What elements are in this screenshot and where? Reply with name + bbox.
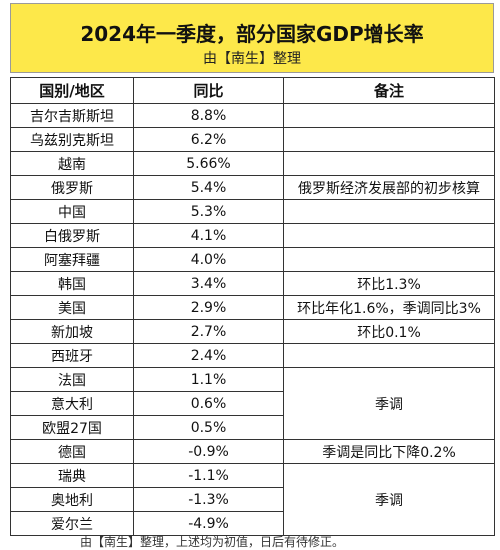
yoy-cell: -0.9% [133, 439, 284, 464]
note-cell [283, 103, 495, 128]
table-row: 韩国 3.4% 环比1.3% [10, 271, 495, 296]
yoy-cell: 2.9% [133, 295, 284, 320]
country-cell: 德国 [10, 439, 134, 464]
table-row: 白俄罗斯 4.1% [10, 223, 495, 248]
page-subtitle: 由【南生】整理 [203, 51, 301, 67]
country-cell: 意大利 [10, 391, 134, 416]
table-row: 瑞典 -1.1% 季调 [10, 463, 495, 536]
yoy-cell: 1.1% [133, 367, 284, 392]
table-row: 西班牙 2.4% [10, 343, 495, 368]
note-cell: 环比0.1% [283, 319, 495, 344]
yoy-cell: 5.4% [133, 175, 284, 200]
country-cell: 阿塞拜疆 [10, 247, 134, 272]
yoy-cell: 6.2% [133, 127, 284, 152]
country-cell: 新加坡 [10, 319, 134, 344]
footer-note: 由【南生】整理，上述均为初值，日后有待修正。 [80, 535, 345, 549]
country-cell: 越南 [10, 151, 134, 176]
note-cell [283, 199, 495, 224]
note-cell [283, 247, 495, 272]
yoy-cell: 2.4% [133, 343, 284, 368]
yoy-cell: 4.1% [133, 223, 284, 248]
note-cell-merged: 季调 [283, 463, 495, 536]
country-cell: 吉尔吉斯斯坦 [10, 103, 134, 128]
page-title: 2024年一季度，部分国家GDP增长率 [80, 22, 424, 46]
table-row: 阿塞拜疆 4.0% [10, 247, 495, 272]
note-cell-merged: 季调 [283, 367, 495, 440]
table-row: 新加坡 2.7% 环比0.1% [10, 319, 495, 344]
country-cell: 法国 [10, 367, 134, 392]
yoy-cell: -4.9% [133, 511, 284, 536]
header-note: 备注 [283, 77, 495, 104]
table-header-row: 国别/地区 同比 备注 [10, 77, 495, 104]
note-cell: 环比1.3% [283, 271, 495, 296]
table-row: 美国 2.9% 环比年化1.6%，季调同比3% [10, 295, 495, 320]
yoy-cell: 8.8% [133, 103, 284, 128]
table-row: 越南 5.66% [10, 151, 495, 176]
table-row: 乌兹别克斯坦 6.2% [10, 127, 495, 152]
table-row: 俄罗斯 5.4% 俄罗斯经济发展部的初步核算 [10, 175, 495, 200]
country-cell: 奥地利 [10, 487, 134, 512]
yoy-cell: 2.7% [133, 319, 284, 344]
table-row: 德国 -0.9% 季调是同比下降0.2% [10, 439, 495, 464]
table-row: 意大利 0.6% [10, 391, 495, 416]
country-cell: 中国 [10, 199, 134, 224]
table-row: 中国 5.3% [10, 199, 495, 224]
country-cell: 俄罗斯 [10, 175, 134, 200]
table-row: 法国 1.1% 季调 [10, 367, 495, 440]
country-cell: 白俄罗斯 [10, 223, 134, 248]
yoy-cell: 0.5% [133, 415, 284, 440]
country-cell: 美国 [10, 295, 134, 320]
yoy-cell: -1.3% [133, 487, 284, 512]
header-country: 国别/地区 [10, 77, 134, 104]
header-yoy: 同比 [133, 77, 284, 104]
note-cell: 俄罗斯经济发展部的初步核算 [283, 175, 495, 200]
country-cell: 欧盟27国 [10, 415, 134, 440]
yoy-cell: -1.1% [133, 463, 284, 488]
table-row: 爱尔兰 -4.9% [10, 511, 495, 536]
title-band: 2024年一季度，部分国家GDP增长率 由【南生】整理 [10, 3, 494, 73]
country-cell: 瑞典 [10, 463, 134, 488]
note-cell: 环比年化1.6%，季调同比3% [283, 295, 495, 320]
yoy-cell: 5.66% [133, 151, 284, 176]
gdp-table: 国别/地区 同比 备注 吉尔吉斯斯坦 8.8% 乌兹别克斯坦 6.2% 越南 5… [10, 77, 495, 536]
note-cell [283, 127, 495, 152]
country-cell: 西班牙 [10, 343, 134, 368]
country-cell: 爱尔兰 [10, 511, 134, 536]
note-cell [283, 151, 495, 176]
table-row: 奥地利 -1.3% [10, 487, 495, 512]
note-cell [283, 223, 495, 248]
yoy-cell: 0.6% [133, 391, 284, 416]
country-cell: 乌兹别克斯坦 [10, 127, 134, 152]
table-row: 欧盟27国 0.5% [10, 415, 495, 440]
yoy-cell: 4.0% [133, 247, 284, 272]
note-cell [283, 343, 495, 368]
yoy-cell: 5.3% [133, 199, 284, 224]
yoy-cell: 3.4% [133, 271, 284, 296]
table-row: 吉尔吉斯斯坦 8.8% [10, 103, 495, 128]
country-cell: 韩国 [10, 271, 134, 296]
note-cell: 季调是同比下降0.2% [283, 439, 495, 464]
